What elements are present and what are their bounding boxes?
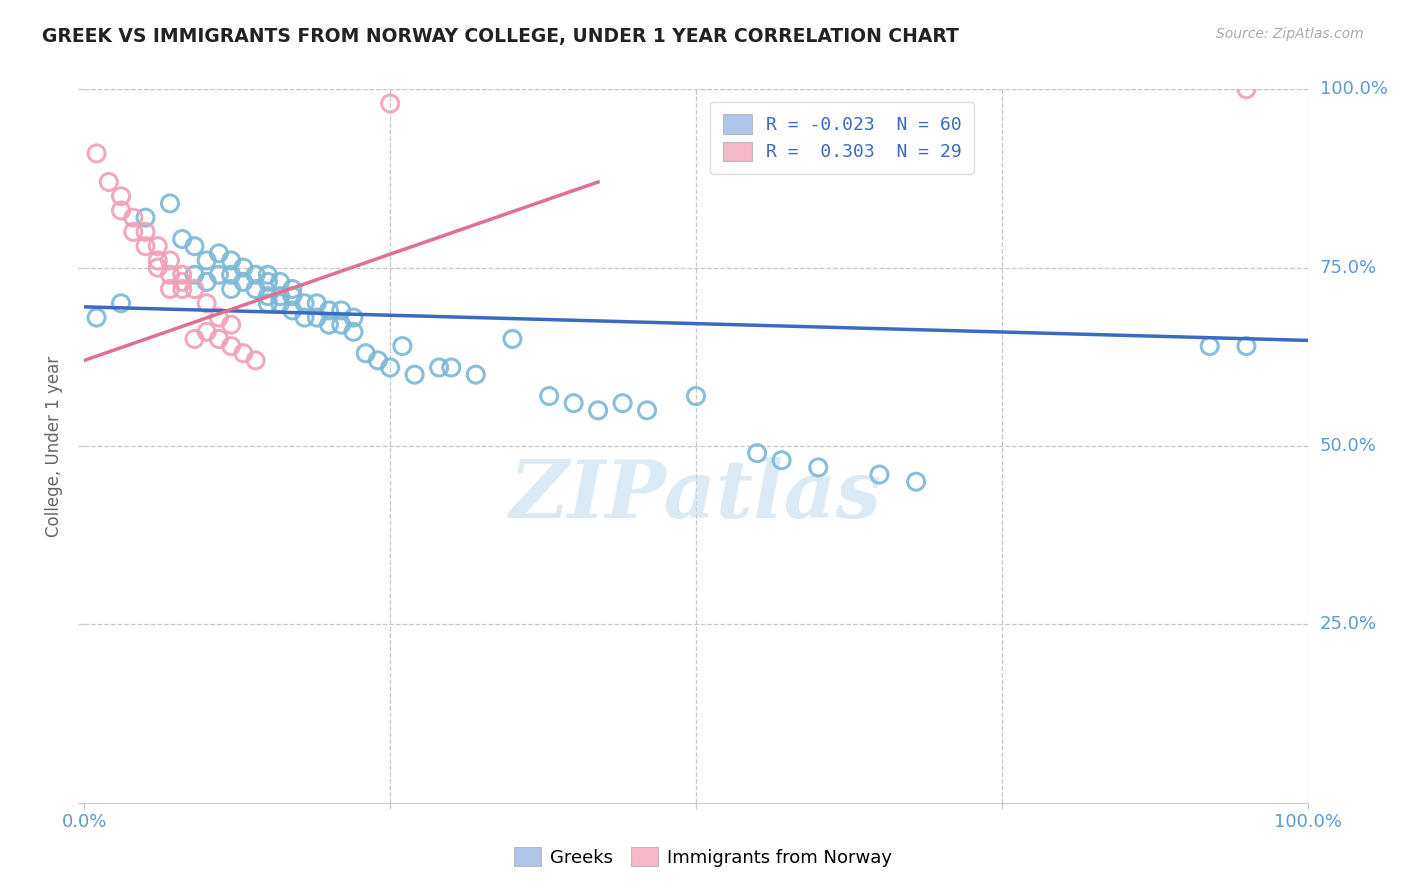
Point [135, 225, 157, 239]
Point [183, 332, 205, 346]
Point [305, 310, 328, 325]
Point [501, 332, 523, 346]
Point [281, 303, 304, 318]
Point [183, 239, 205, 253]
Point [135, 239, 157, 253]
Point [257, 296, 280, 310]
Point [245, 268, 267, 282]
Legend: Greeks, Immigrants from Norway: Greeks, Immigrants from Norway [506, 840, 900, 874]
Point [869, 467, 891, 482]
Text: GREEK VS IMMIGRANTS FROM NORWAY COLLEGE, UNDER 1 YEAR CORRELATION CHART: GREEK VS IMMIGRANTS FROM NORWAY COLLEGE,… [42, 27, 959, 45]
Point [146, 239, 169, 253]
Point [208, 268, 231, 282]
Point [232, 346, 254, 360]
Point [330, 318, 353, 332]
Point [159, 268, 181, 282]
Point [380, 360, 402, 375]
Point [219, 282, 242, 296]
Point [318, 303, 340, 318]
Point [195, 253, 218, 268]
Point [294, 310, 316, 325]
Point [342, 310, 364, 325]
Text: 25.0%: 25.0% [1320, 615, 1376, 633]
Point [172, 232, 194, 246]
Point [159, 253, 181, 268]
Point [110, 296, 132, 310]
Point [538, 389, 561, 403]
Point [208, 310, 231, 325]
Point [464, 368, 486, 382]
Point [1234, 82, 1257, 96]
Point [122, 211, 145, 225]
Point [245, 353, 267, 368]
Point [195, 296, 218, 310]
Point [318, 318, 340, 332]
Point [86, 146, 108, 161]
Point [330, 303, 353, 318]
Point [232, 275, 254, 289]
Point [208, 332, 231, 346]
Point [159, 196, 181, 211]
Point [269, 275, 291, 289]
Point [354, 346, 377, 360]
Point [305, 296, 328, 310]
Point [427, 360, 450, 375]
Legend: R = -0.023  N = 60, R =  0.303  N = 29: R = -0.023 N = 60, R = 0.303 N = 29 [710, 102, 974, 174]
Point [367, 353, 389, 368]
Point [269, 296, 291, 310]
Point [807, 460, 830, 475]
Point [219, 339, 242, 353]
Point [183, 282, 205, 296]
Point [747, 446, 769, 460]
Point [294, 296, 316, 310]
Point [905, 475, 928, 489]
Text: 50.0%: 50.0% [1320, 437, 1376, 455]
Point [391, 339, 413, 353]
Point [440, 360, 463, 375]
Point [612, 396, 634, 410]
Point [135, 211, 157, 225]
Point [146, 253, 169, 268]
Point [586, 403, 609, 417]
Point [257, 268, 280, 282]
Point [219, 253, 242, 268]
Point [404, 368, 426, 382]
Point [110, 203, 132, 218]
Point [110, 189, 132, 203]
Point [183, 268, 205, 282]
Point [172, 275, 194, 289]
Point [146, 260, 169, 275]
Point [1198, 339, 1220, 353]
Y-axis label: College, Under 1 year: College, Under 1 year [45, 355, 63, 537]
Point [257, 289, 280, 303]
Point [257, 275, 280, 289]
Point [195, 275, 218, 289]
Point [685, 389, 707, 403]
Point [232, 260, 254, 275]
Point [342, 325, 364, 339]
Point [86, 310, 108, 325]
Text: 100.0%: 100.0% [1320, 80, 1388, 98]
Point [219, 268, 242, 282]
Point [281, 282, 304, 296]
Point [269, 289, 291, 303]
Point [1234, 339, 1257, 353]
Point [159, 282, 181, 296]
Point [122, 225, 145, 239]
Point [195, 325, 218, 339]
Point [208, 246, 231, 260]
Text: Source: ZipAtlas.com: Source: ZipAtlas.com [1216, 27, 1364, 41]
Point [245, 282, 267, 296]
Point [770, 453, 793, 467]
Point [562, 396, 585, 410]
Point [172, 282, 194, 296]
Point [281, 289, 304, 303]
Point [380, 96, 402, 111]
Text: 75.0%: 75.0% [1320, 259, 1376, 277]
Point [219, 318, 242, 332]
Text: ZIPatlas: ZIPatlas [510, 458, 882, 534]
Point [636, 403, 658, 417]
Point [97, 175, 120, 189]
Point [172, 268, 194, 282]
